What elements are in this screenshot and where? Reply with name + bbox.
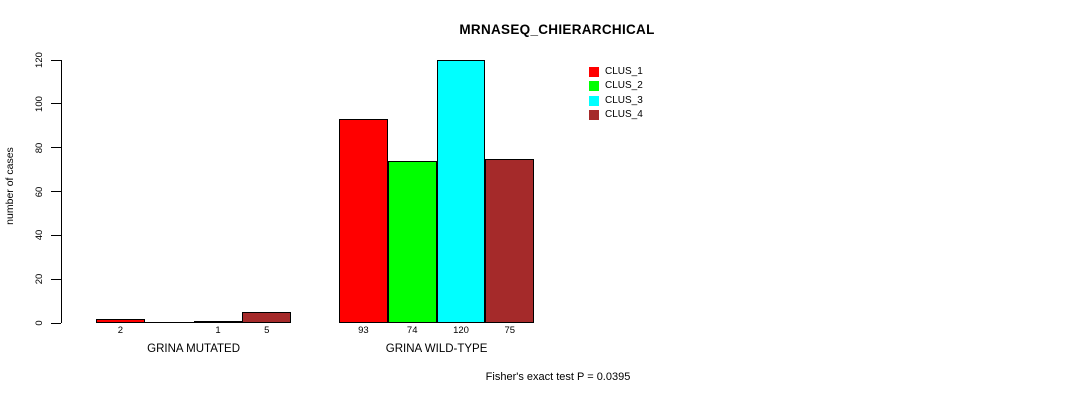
y-tick-label: 20 xyxy=(34,273,45,285)
bar-value-label: 5 xyxy=(264,325,270,336)
y-tick xyxy=(51,59,61,61)
x-group-label: GRINA WILD-TYPE xyxy=(385,343,488,355)
y-tick-label: 80 xyxy=(34,142,45,153)
bar-clus_1 xyxy=(339,119,388,323)
bar-value-label: 2 xyxy=(117,325,124,336)
bar-value-label: 74 xyxy=(406,325,418,336)
y-tick-label: 40 xyxy=(34,230,45,241)
bar-clus_3 xyxy=(436,60,486,323)
y-tick xyxy=(51,191,61,192)
y-tick xyxy=(51,278,61,280)
bar-clus_1 xyxy=(96,318,145,323)
legend-swatch-clus_4 xyxy=(589,110,599,121)
legend-label: CLUS_4 xyxy=(605,109,643,121)
y-tick xyxy=(51,322,61,324)
y-tick xyxy=(51,103,61,105)
y-axis-line xyxy=(61,60,62,323)
bar-value-label: 1 xyxy=(215,325,221,336)
legend-label: CLUS_1 xyxy=(605,66,643,77)
legend-label: CLUS_2 xyxy=(605,80,643,92)
y-tick-label: 60 xyxy=(34,186,45,197)
bar-clus_2 xyxy=(144,322,194,323)
bar-clus_3 xyxy=(193,320,243,323)
bar-clus_4 xyxy=(242,312,292,323)
legend-label: CLUS_3 xyxy=(605,94,643,106)
legend-swatch-clus_2 xyxy=(589,81,599,92)
bar-value-label: 93 xyxy=(358,325,369,336)
y-tick-label: 0 xyxy=(34,320,45,326)
y-tick-label: 120 xyxy=(34,52,45,68)
y-tick xyxy=(51,147,61,149)
legend-swatch-clus_1 xyxy=(589,67,599,77)
x-group-label: GRINA MUTATED xyxy=(147,343,241,355)
bar-clus_4 xyxy=(485,158,535,323)
bar-value-label: 120 xyxy=(453,325,469,336)
y-tick xyxy=(51,234,61,236)
bar-value-label: 75 xyxy=(504,325,516,336)
bar-clus_2 xyxy=(387,160,437,323)
legend-swatch-clus_3 xyxy=(589,95,599,106)
chart-title: MRNASEQ_CHIERARCHICAL xyxy=(459,22,655,37)
fisher-test-annotation: Fisher's exact test P = 0.0395 xyxy=(485,371,631,383)
y-tick-label: 100 xyxy=(34,95,45,112)
